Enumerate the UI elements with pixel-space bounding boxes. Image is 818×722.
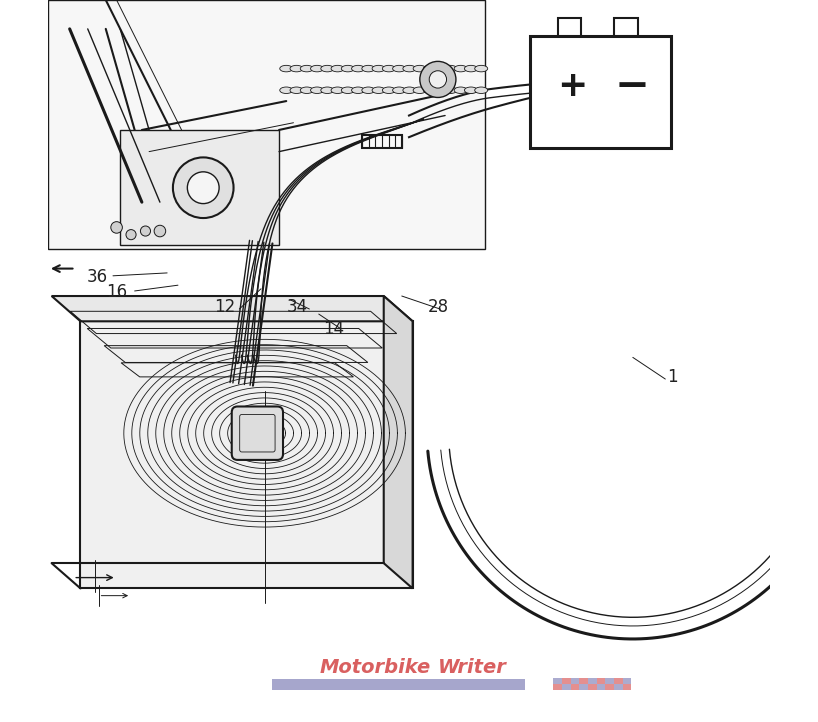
Text: 1: 1 bbox=[667, 368, 678, 386]
Ellipse shape bbox=[331, 87, 344, 94]
Ellipse shape bbox=[321, 87, 334, 94]
Ellipse shape bbox=[474, 87, 488, 94]
Bar bbox=[614, 678, 622, 684]
Ellipse shape bbox=[444, 87, 457, 94]
Ellipse shape bbox=[424, 87, 436, 94]
Circle shape bbox=[154, 225, 166, 237]
Ellipse shape bbox=[413, 66, 426, 72]
Ellipse shape bbox=[372, 66, 385, 72]
Polygon shape bbox=[48, 0, 485, 249]
Circle shape bbox=[187, 172, 219, 204]
Ellipse shape bbox=[341, 87, 354, 94]
Ellipse shape bbox=[352, 87, 365, 94]
Text: 36: 36 bbox=[87, 268, 108, 285]
Ellipse shape bbox=[393, 87, 406, 94]
Bar bbox=[596, 678, 605, 684]
Bar bbox=[562, 678, 571, 684]
Ellipse shape bbox=[403, 66, 416, 72]
Ellipse shape bbox=[382, 87, 395, 94]
Text: 34: 34 bbox=[286, 298, 308, 316]
Text: 28: 28 bbox=[427, 298, 448, 316]
Bar bbox=[530, 36, 671, 148]
Ellipse shape bbox=[413, 87, 426, 94]
Ellipse shape bbox=[311, 66, 324, 72]
Polygon shape bbox=[120, 130, 279, 245]
Ellipse shape bbox=[362, 66, 375, 72]
Ellipse shape bbox=[393, 66, 406, 72]
Ellipse shape bbox=[280, 66, 293, 72]
Ellipse shape bbox=[311, 87, 324, 94]
Ellipse shape bbox=[454, 66, 467, 72]
Ellipse shape bbox=[321, 66, 334, 72]
Text: Writer: Writer bbox=[438, 658, 507, 677]
Circle shape bbox=[173, 157, 234, 218]
Polygon shape bbox=[80, 321, 412, 588]
Circle shape bbox=[126, 230, 136, 240]
Ellipse shape bbox=[403, 87, 416, 94]
Polygon shape bbox=[384, 296, 412, 588]
Circle shape bbox=[141, 226, 151, 236]
Text: +: + bbox=[557, 69, 587, 103]
Ellipse shape bbox=[434, 66, 447, 72]
Ellipse shape bbox=[331, 66, 344, 72]
Ellipse shape bbox=[290, 66, 303, 72]
Circle shape bbox=[420, 61, 456, 97]
Ellipse shape bbox=[474, 66, 488, 72]
Circle shape bbox=[429, 71, 447, 88]
Ellipse shape bbox=[362, 87, 375, 94]
Ellipse shape bbox=[290, 87, 303, 94]
Ellipse shape bbox=[382, 66, 395, 72]
Bar bbox=[622, 678, 631, 684]
Bar bbox=[605, 684, 614, 690]
Bar bbox=[562, 684, 571, 690]
Ellipse shape bbox=[280, 87, 293, 94]
Ellipse shape bbox=[465, 87, 478, 94]
Ellipse shape bbox=[454, 87, 467, 94]
Bar bbox=[579, 684, 588, 690]
Bar bbox=[571, 678, 579, 684]
Bar bbox=[596, 684, 605, 690]
Circle shape bbox=[110, 222, 123, 233]
Bar bbox=[272, 679, 524, 690]
Bar bbox=[588, 684, 596, 690]
Polygon shape bbox=[52, 296, 412, 321]
Text: 14: 14 bbox=[322, 320, 344, 337]
Ellipse shape bbox=[341, 66, 354, 72]
FancyBboxPatch shape bbox=[231, 406, 283, 460]
Ellipse shape bbox=[300, 87, 313, 94]
Bar bbox=[605, 678, 614, 684]
Ellipse shape bbox=[424, 66, 436, 72]
Text: 16: 16 bbox=[106, 284, 127, 301]
Text: −: − bbox=[614, 66, 649, 108]
Bar bbox=[554, 678, 562, 684]
Bar bbox=[571, 684, 579, 690]
Ellipse shape bbox=[444, 66, 457, 72]
Ellipse shape bbox=[372, 87, 385, 94]
Ellipse shape bbox=[434, 87, 447, 94]
Bar bbox=[622, 684, 631, 690]
Ellipse shape bbox=[465, 66, 478, 72]
Text: 12: 12 bbox=[214, 298, 236, 316]
Bar bbox=[554, 684, 562, 690]
Bar bbox=[588, 678, 596, 684]
Bar bbox=[558, 18, 582, 36]
Ellipse shape bbox=[352, 66, 365, 72]
Bar bbox=[614, 684, 622, 690]
Ellipse shape bbox=[300, 66, 313, 72]
Bar bbox=[579, 678, 588, 684]
Text: Motorbike: Motorbike bbox=[319, 658, 430, 677]
Bar bbox=[614, 18, 637, 36]
